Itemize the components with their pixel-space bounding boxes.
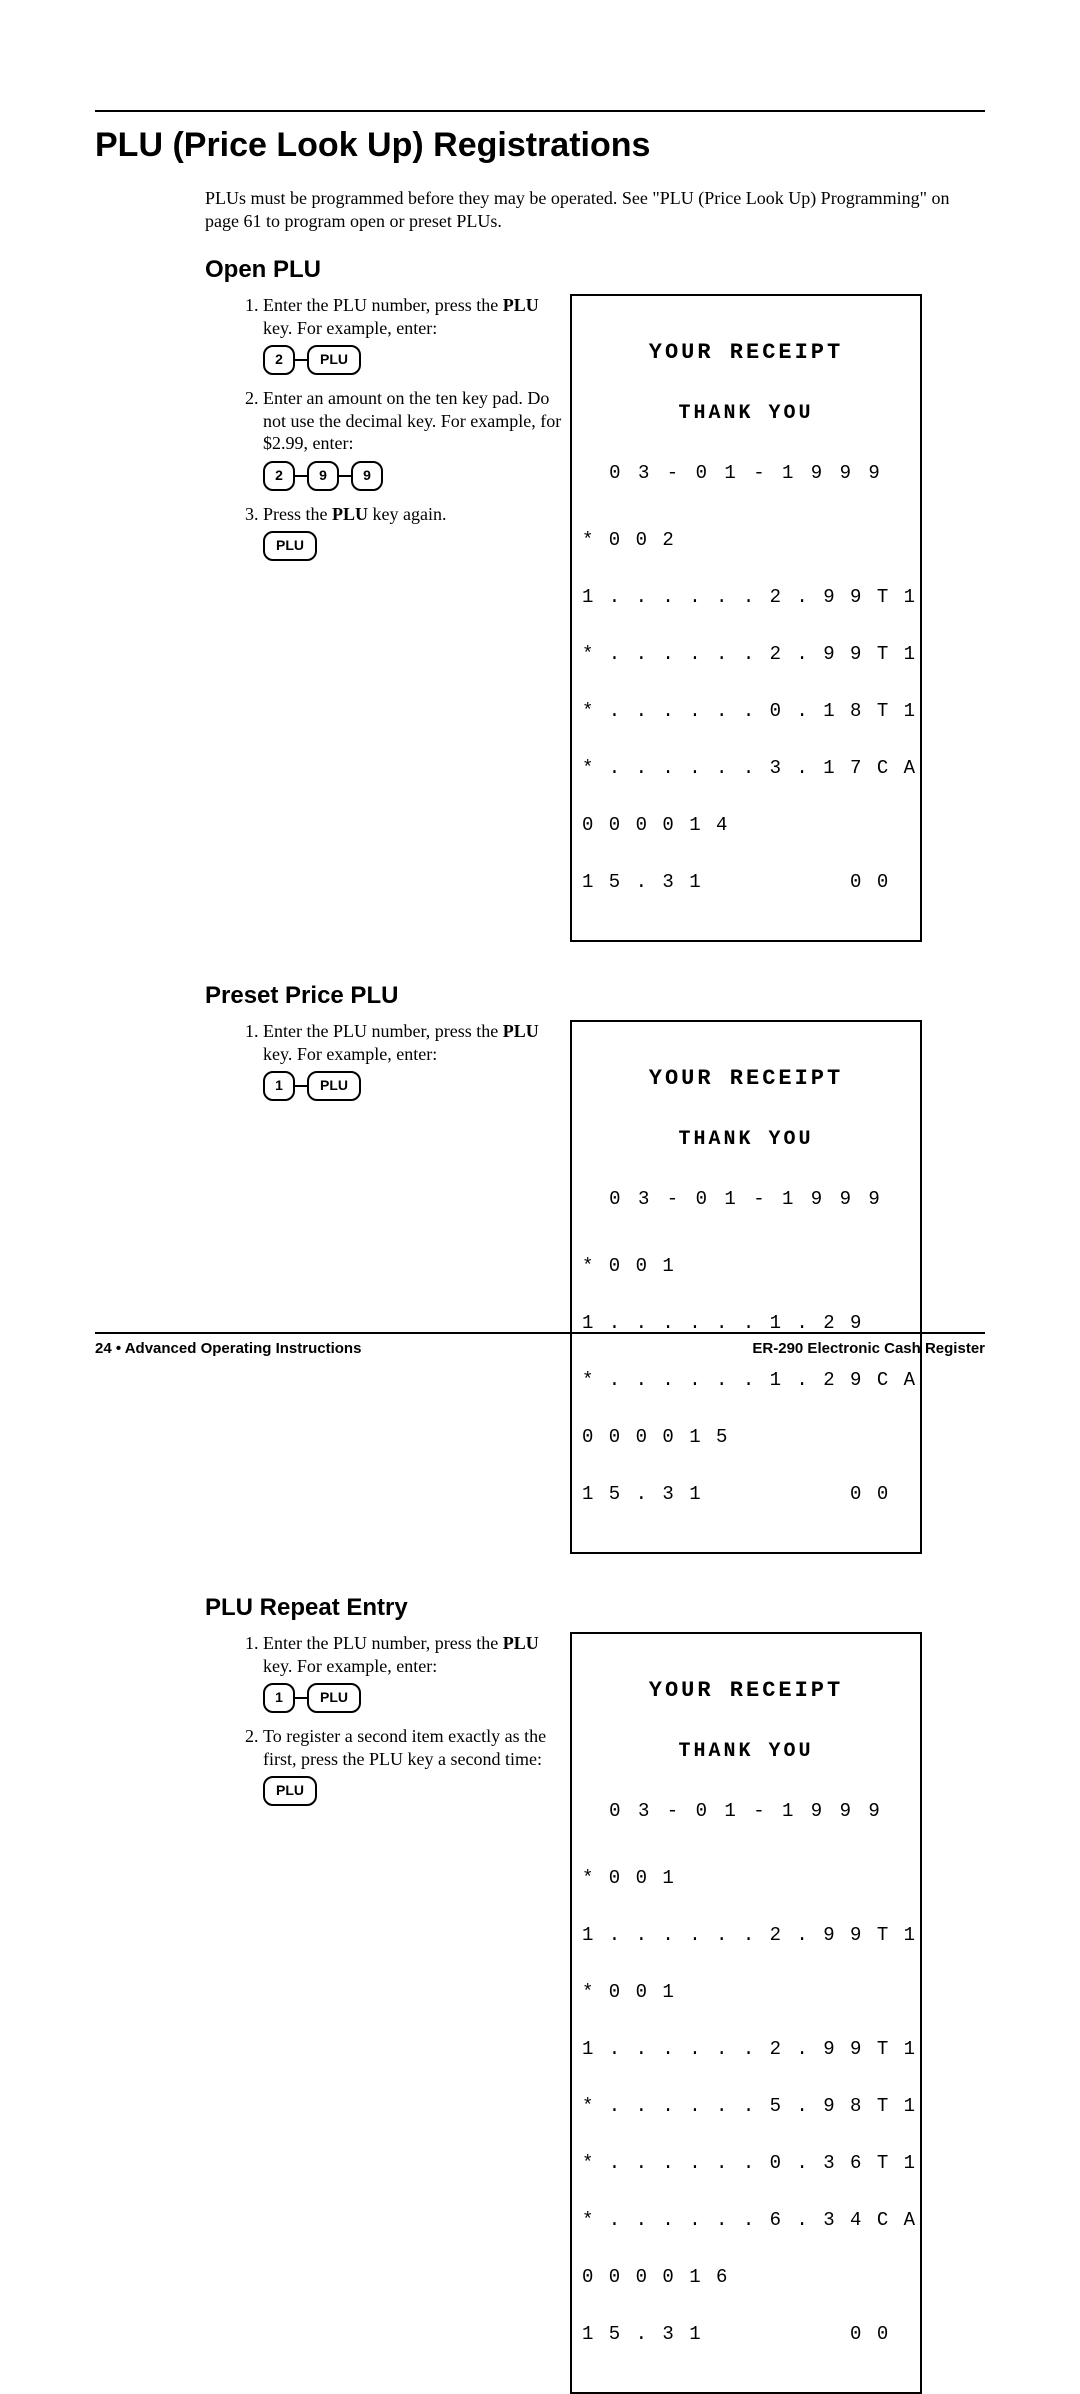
repeat-plu-steps: Enter the PLU number, press the PLU key.… bbox=[95, 1632, 570, 1818]
receipt-date: 0 3 - 0 1 - 1 9 9 9 bbox=[582, 1802, 910, 1821]
receipt-header-1: YOUR RECEIPT bbox=[582, 1680, 910, 1702]
receipt-line: * . . . . . . 2 . 9 9 T 1 bbox=[582, 645, 910, 664]
receipt-line: * 0 0 1 bbox=[582, 1869, 910, 1888]
receipt-date: 0 3 - 0 1 - 1 9 9 9 bbox=[582, 464, 910, 483]
key-connector bbox=[295, 1085, 307, 1087]
receipt-header-2: THANK YOU bbox=[582, 1742, 910, 1762]
keycap-2: 2 bbox=[263, 461, 295, 491]
keycap-9: 9 bbox=[307, 461, 339, 491]
keycap-plu: PLU bbox=[263, 1776, 317, 1806]
receipt-date: 0 3 - 0 1 - 1 9 9 9 bbox=[582, 1190, 910, 1209]
receipt-line: 1 . . . . . . 2 . 9 9 T 1 bbox=[582, 2040, 910, 2059]
open-plu-step-2: Enter an amount on the ten key pad. Do n… bbox=[263, 387, 570, 491]
open-plu-section: Enter the PLU number, press the PLU key.… bbox=[95, 294, 985, 942]
intro-paragraph: PLUs must be programmed before they may … bbox=[205, 187, 985, 232]
receipt-line: * 0 0 1 bbox=[582, 1257, 910, 1276]
open-plu-receipt: YOUR RECEIPT THANK YOU 0 3 - 0 1 - 1 9 9… bbox=[570, 294, 922, 942]
keycap-plu: PLU bbox=[307, 1071, 361, 1101]
receipt-header-2: THANK YOU bbox=[582, 404, 910, 424]
receipt-header-2: THANK YOU bbox=[582, 1130, 910, 1150]
manual-page: PLU (Price Look Up) Registrations PLUs m… bbox=[0, 0, 1080, 1397]
keycap-plu: PLU bbox=[263, 531, 317, 561]
key-connector bbox=[295, 1697, 307, 1699]
keycap-2: 2 bbox=[263, 345, 295, 375]
key-seq-1-plu: 1 PLU bbox=[263, 1683, 570, 1713]
receipt-line: 1 . . . . . . 2 . 9 9 T 1 bbox=[582, 588, 910, 607]
open-plu-receipt-wrap: YOUR RECEIPT THANK YOU 0 3 - 0 1 - 1 9 9… bbox=[570, 294, 922, 942]
repeat-plu-section: Enter the PLU number, press the PLU key.… bbox=[95, 1632, 985, 2394]
key-seq-2-plu: 2 PLU bbox=[263, 345, 570, 375]
repeat-plu-receipt: YOUR RECEIPT THANK YOU 0 3 - 0 1 - 1 9 9… bbox=[570, 1632, 922, 2394]
repeat-plu-step-1: Enter the PLU number, press the PLU key.… bbox=[263, 1632, 570, 1713]
receipt-line: * . . . . . . 0 . 3 6 T 1 bbox=[582, 2154, 910, 2173]
repeat-plu-receipt-wrap: YOUR RECEIPT THANK YOU 0 3 - 0 1 - 1 9 9… bbox=[570, 1632, 922, 2394]
preset-plu-step-1: Enter the PLU number, press the PLU key.… bbox=[263, 1020, 570, 1101]
key-seq-plu: PLU bbox=[263, 1776, 570, 1806]
repeat-plu-step-2: To register a second item exactly as the… bbox=[263, 1725, 570, 1806]
preset-plu-receipt-wrap: YOUR RECEIPT THANK YOU 0 3 - 0 1 - 1 9 9… bbox=[570, 1020, 922, 1554]
key-connector bbox=[339, 475, 351, 477]
receipt-line: * 0 0 2 bbox=[582, 531, 910, 550]
receipt-header-1: YOUR RECEIPT bbox=[582, 1068, 910, 1090]
key-seq-1-plu: 1 PLU bbox=[263, 1071, 570, 1101]
preset-plu-heading: Preset Price PLU bbox=[205, 982, 985, 1010]
key-connector bbox=[295, 359, 307, 361]
page-footer: 24 • Advanced Operating Instructions ER-… bbox=[95, 1332, 985, 1357]
open-plu-step-3: Press the PLU key again. PLU bbox=[263, 503, 570, 562]
receipt-line: * . . . . . . 1 . 2 9 C A bbox=[582, 1371, 910, 1390]
receipt-line: * . . . . . . 3 . 1 7 C A bbox=[582, 759, 910, 778]
receipt-line: 0 0 0 0 1 5 bbox=[582, 1428, 910, 1447]
receipt-header-1: YOUR RECEIPT bbox=[582, 342, 910, 364]
receipt-line: * . . . . . . 0 . 1 8 T 1 bbox=[582, 702, 910, 721]
receipt-line: 1 . . . . . . 2 . 9 9 T 1 bbox=[582, 1926, 910, 1945]
receipt-line: * . . . . . . 6 . 3 4 C A bbox=[582, 2211, 910, 2230]
open-plu-step-1: Enter the PLU number, press the PLU key.… bbox=[263, 294, 570, 375]
open-plu-steps: Enter the PLU number, press the PLU key.… bbox=[95, 294, 570, 573]
preset-plu-section: Enter the PLU number, press the PLU key.… bbox=[95, 1020, 985, 1554]
top-rule bbox=[95, 110, 985, 112]
open-plu-heading: Open PLU bbox=[205, 256, 985, 284]
keycap-1: 1 bbox=[263, 1071, 295, 1101]
preset-plu-steps: Enter the PLU number, press the PLU key.… bbox=[95, 1020, 570, 1113]
keycap-plu: PLU bbox=[307, 1683, 361, 1713]
key-connector bbox=[295, 475, 307, 477]
page-title: PLU (Price Look Up) Registrations bbox=[95, 126, 985, 165]
footer-right: ER-290 Electronic Cash Register bbox=[752, 1340, 985, 1357]
receipt-line: 1 5 . 3 1 0 0 bbox=[582, 873, 910, 892]
key-seq-plu: PLU bbox=[263, 531, 570, 561]
repeat-plu-heading: PLU Repeat Entry bbox=[205, 1594, 985, 1622]
receipt-line: * 0 0 1 bbox=[582, 1983, 910, 2002]
receipt-line: 1 . . . . . . 1 . 2 9 bbox=[582, 1314, 910, 1333]
keycap-plu: PLU bbox=[307, 345, 361, 375]
keycap-9: 9 bbox=[351, 461, 383, 491]
receipt-line: 0 0 0 0 1 4 bbox=[582, 816, 910, 835]
receipt-line: 1 5 . 3 1 0 0 bbox=[582, 2325, 910, 2344]
receipt-line: 0 0 0 0 1 6 bbox=[582, 2268, 910, 2287]
receipt-line: * . . . . . . 5 . 9 8 T 1 bbox=[582, 2097, 910, 2116]
preset-plu-receipt: YOUR RECEIPT THANK YOU 0 3 - 0 1 - 1 9 9… bbox=[570, 1020, 922, 1554]
receipt-line: 1 5 . 3 1 0 0 bbox=[582, 1485, 910, 1504]
footer-left: 24 • Advanced Operating Instructions bbox=[95, 1340, 361, 1357]
keycap-1: 1 bbox=[263, 1683, 295, 1713]
key-seq-299: 2 9 9 bbox=[263, 461, 570, 491]
